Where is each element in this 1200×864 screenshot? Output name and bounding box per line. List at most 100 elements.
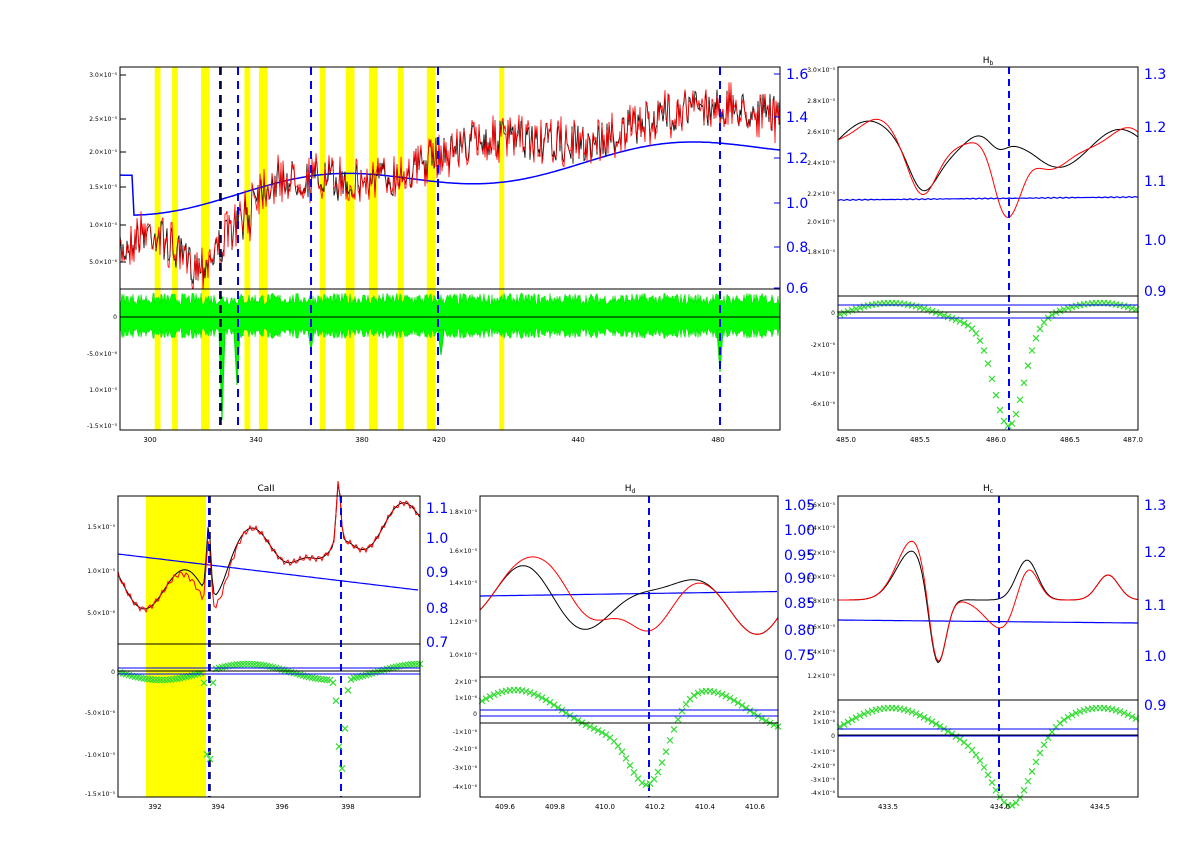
- y2-tick-label: 1.0: [1144, 233, 1166, 249]
- hgamma-frame: [837, 495, 1139, 798]
- residual-point: [662, 748, 670, 756]
- continuum-line: [837, 195, 1139, 202]
- residual-point: [239, 660, 247, 668]
- resid-tick-label: -2×10⁻⁶: [453, 746, 478, 753]
- residual-point: [1004, 422, 1012, 430]
- main-flux-plot: [120, 82, 780, 289]
- residual-point: [984, 360, 992, 367]
- y2-tick-label: 1.2: [1144, 120, 1166, 136]
- residual-point: [904, 707, 912, 715]
- residual-point: [972, 330, 980, 337]
- x-tick-label: 300: [143, 436, 156, 444]
- residual-point: [1040, 741, 1048, 749]
- y2-tick-label: 0.9: [1144, 698, 1166, 714]
- y2-tick-label: 0.95: [784, 548, 815, 564]
- y-tick-label: 1.6×10⁻⁵: [449, 548, 477, 555]
- residual-point: [1020, 786, 1028, 794]
- residual-point: [924, 716, 932, 723]
- resid-tick-label: -1×10⁻⁶: [453, 729, 478, 736]
- y2-tick-label: 1.4: [786, 110, 808, 126]
- residual-point: [1108, 705, 1116, 713]
- residual-point: [329, 679, 337, 687]
- y-tick-label: 2.4×10⁻⁵: [807, 525, 835, 532]
- resid-tick-label: -2×10⁻⁶: [811, 342, 836, 349]
- y-tick-label: 1.0×10⁻⁵: [89, 222, 117, 229]
- residual-point: [1032, 758, 1040, 766]
- residual-point: [622, 754, 630, 762]
- residual-point: [1068, 711, 1076, 719]
- residual-point: [1016, 794, 1024, 802]
- residual-point: [335, 743, 343, 750]
- y2-tick-label: 0.8: [786, 240, 808, 256]
- residual-point: [928, 307, 936, 315]
- residual-point: [550, 701, 558, 709]
- residual-point: [200, 679, 208, 687]
- residual-point: [718, 690, 726, 698]
- hdelta-frame: [479, 495, 779, 798]
- hgamma-residual-plot: [836, 704, 1140, 809]
- residual-point: [1048, 311, 1056, 319]
- residual-point: [598, 728, 606, 736]
- y2-tick-label: 1.00: [784, 523, 815, 539]
- y2-tick-label: 0.85: [784, 596, 815, 612]
- residual-point: [746, 707, 754, 715]
- hbeta-flux-plot: [837, 67, 1139, 430]
- residual-point: [852, 305, 860, 313]
- resid-tick-label: 0: [111, 669, 115, 676]
- caii-flux-plot: [117, 480, 421, 797]
- residual-point: [344, 686, 352, 694]
- x-tick-label: 409.6: [495, 803, 516, 811]
- resid-tick-label: 0: [113, 314, 117, 321]
- x-tick-label: 396: [275, 803, 289, 811]
- resid-tick-label: -1×10⁻⁶: [811, 749, 836, 756]
- y-tick-label: 2.2×10⁻⁵: [807, 191, 835, 198]
- resid-tick-label: 2×10⁻⁶: [455, 679, 478, 686]
- caii-residual-plot: [116, 660, 424, 772]
- resid-tick-label: -6×10⁻⁶: [811, 401, 836, 408]
- residual-point: [912, 302, 920, 310]
- x-tick-label: 434.0: [990, 803, 1010, 811]
- residual-point: [482, 695, 490, 703]
- yellow-band: [426, 67, 436, 430]
- residual-point: [992, 391, 1000, 399]
- hdelta-axes: 409.6 409.8 410.0 410.2 410.4 410.6 1.8×10⁻⁵ 1.…: [449, 498, 815, 811]
- x-tick-label: 410.6: [745, 803, 766, 811]
- residual-point: [960, 319, 968, 327]
- residual-point: [840, 720, 848, 728]
- residual-point: [494, 689, 502, 697]
- resid-tick-label: 0: [831, 310, 835, 317]
- x-tick-label: 480: [711, 436, 724, 444]
- resid-tick-label: 1×10⁻⁶: [813, 719, 836, 726]
- yellow-band: [172, 67, 178, 430]
- residual-point: [944, 313, 952, 321]
- y-tick-label: 1.0×10⁻⁵: [449, 652, 477, 659]
- residual-point: [1128, 713, 1136, 721]
- residual-point: [972, 751, 980, 759]
- caii-axes: 392 394 396 398 1.5×10⁻⁵ 1.0×10⁻⁵ 5.0×10⁻⁶ 1.1 1…: [85, 501, 448, 811]
- residual-point: [928, 718, 936, 726]
- y-tick-label: 1.4×10⁻⁵: [449, 580, 477, 587]
- residual-point: [538, 694, 546, 702]
- x-tick-label: 380: [355, 436, 368, 444]
- residual-spike: [233, 329, 241, 386]
- resid-tick-label: 2×10⁻⁶: [813, 710, 836, 717]
- residual-point: [674, 716, 682, 723]
- residual-point: [1000, 798, 1008, 806]
- caii-title: CaII: [257, 484, 274, 494]
- x-tick-label: 485.5: [910, 436, 930, 444]
- residual-point: [694, 689, 702, 697]
- residual-point: [526, 689, 534, 696]
- residual-point: [602, 731, 610, 739]
- residual-point: [738, 701, 746, 709]
- y2-tick-label: 0.7: [426, 635, 448, 651]
- x-tick-label: 420: [432, 436, 445, 444]
- y2-tick-label: 0.8: [426, 601, 448, 617]
- residual-point: [1112, 706, 1120, 714]
- residual-point: [1052, 309, 1060, 317]
- y-tick-label: 2.6×10⁻⁵: [807, 129, 835, 136]
- y2-tick-label: 1.2: [1144, 545, 1166, 561]
- continuum-line: [480, 590, 778, 597]
- residual-point: [1060, 716, 1068, 724]
- caii-frame: [117, 495, 421, 798]
